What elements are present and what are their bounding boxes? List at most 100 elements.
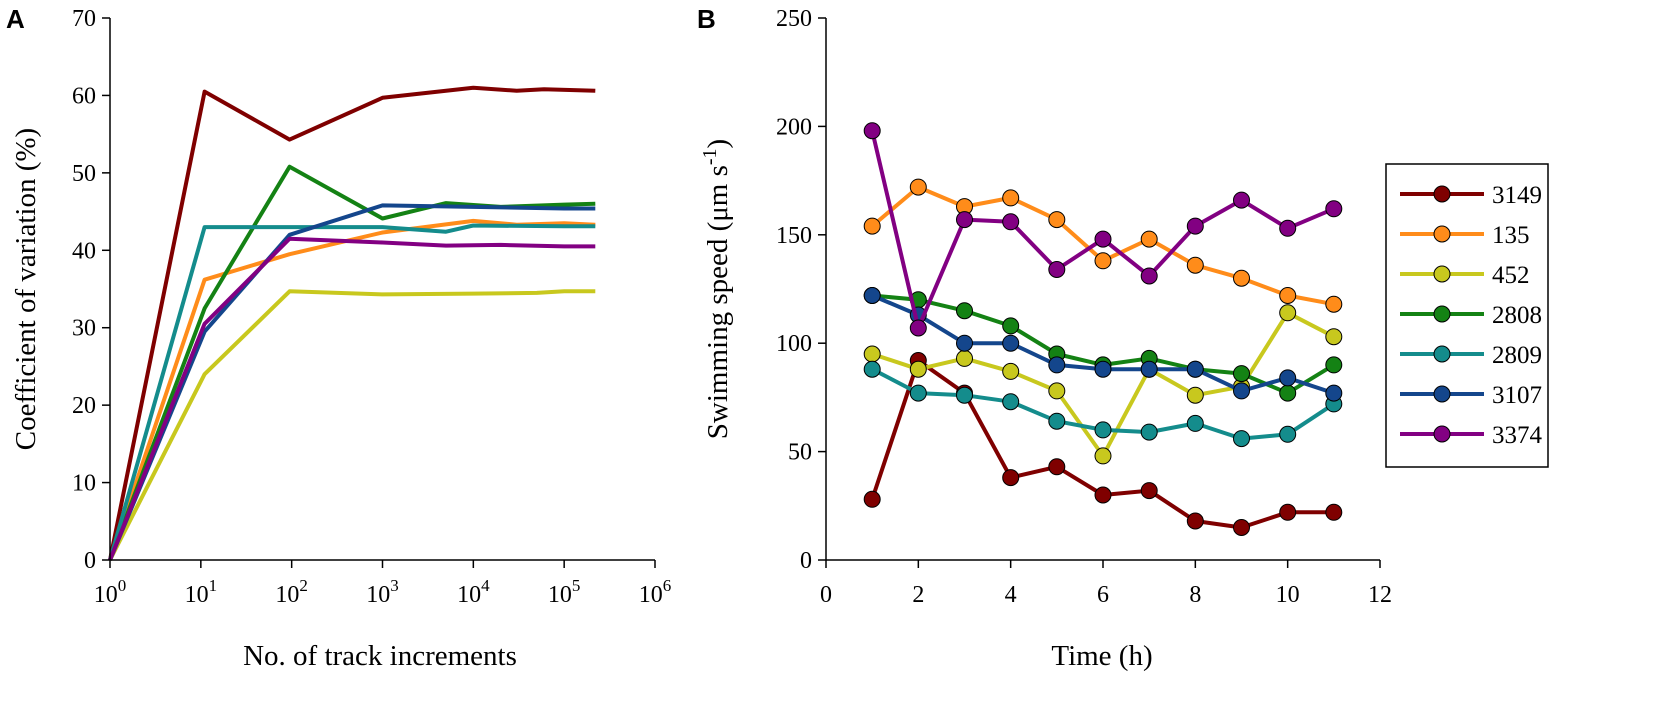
- panel-b-series-3374: [863, 122, 1343, 337]
- panel-b-y-tick-label: 50: [788, 440, 812, 466]
- legend-swatch-marker: [1433, 305, 1451, 323]
- panel-a-y-tick-label: 0: [84, 548, 96, 574]
- panel-b-point-3107: [1094, 360, 1112, 378]
- panel-b-point-2809: [863, 360, 881, 378]
- panel-b-point-3149: [1279, 503, 1297, 521]
- panel-b-series-line-3374: [870, 130, 1335, 330]
- panel-b-point-3374: [1140, 267, 1158, 285]
- panel-b-point-2809: [956, 386, 973, 404]
- legend: 3149 135 452 2808 2809 3107 3374: [1385, 163, 1549, 468]
- panel-b-point-2809: [1048, 412, 1066, 430]
- panel-b-y-tick-label: 100: [776, 331, 812, 357]
- panel-b-point-452: [1048, 382, 1066, 400]
- panel-b-point-135: [1233, 269, 1250, 287]
- chart-panel-b: 0 50 100 150 200 250 0 2 4 6 8 10 12 Swimming speed …: [699, 6, 1392, 672]
- panel-b-point-2809: [909, 384, 927, 402]
- panel-b-axes: 0 50 100 150 200 250 0 2 4 6 8 10 12: [776, 6, 1392, 608]
- panel-b-point-3149: [1325, 503, 1343, 521]
- panel-a-letter: A: [6, 4, 25, 34]
- panel-b-point-3107: [1325, 384, 1343, 402]
- panel-b-point-3374: [1279, 219, 1297, 237]
- panel-b-point-135: [1002, 189, 1020, 207]
- panel-a-series-line-3149: [108, 85, 596, 561]
- chart-panel-a: 0 10 20 30 40 50 60 70 100 101 102 103 104 105 106 Coe…: [10, 6, 671, 672]
- panel-a-series-line-2808: [108, 164, 596, 561]
- legend-label: 2809: [1492, 342, 1542, 369]
- panel-b-y-axis-title-main: Swimming speed (μm s: [702, 165, 734, 439]
- panel-a-series-line-135: [108, 218, 596, 561]
- panel-b-point-2809: [1002, 393, 1020, 411]
- panel-b-point-2809: [1186, 414, 1204, 432]
- panel-b-point-135: [1140, 230, 1158, 248]
- panel-b-point-452: [863, 345, 881, 363]
- panel-a-x-tick-label: 105: [548, 576, 581, 608]
- legend-item-3107: 3107: [1400, 382, 1542, 409]
- panel-b-point-3374: [1094, 230, 1112, 248]
- panel-b-y-tick-label: 0: [800, 548, 812, 574]
- panel-b-point-2809: [1094, 421, 1112, 439]
- panel-b-x-tick-label: 0: [820, 582, 832, 608]
- panel-b-point-452: [1002, 362, 1020, 380]
- legend-label: 3107: [1492, 382, 1542, 409]
- panel-b-series-2809: [863, 360, 1343, 448]
- panel-b-point-2809: [1233, 430, 1250, 448]
- panel-b-letter: B: [697, 4, 716, 34]
- panel-a-y-tick-label: 70: [72, 6, 96, 32]
- panel-a-y-tick-label: 50: [72, 161, 96, 187]
- legend-label: 3149: [1492, 182, 1542, 209]
- panel-a-y-axis-title: Coefficient of variation (%): [10, 128, 42, 450]
- panel-a-y-tick-label: 40: [72, 238, 96, 264]
- panel-b-x-tick-label: 4: [1005, 582, 1017, 608]
- panel-b-y-axis-title-close: ): [702, 139, 734, 149]
- panel-b-point-452: [1186, 386, 1204, 404]
- panel-b-point-3107: [956, 334, 973, 352]
- legend-item-3374: 3374: [1400, 422, 1543, 449]
- panel-b-point-452: [1094, 447, 1112, 465]
- panel-b-point-135: [909, 178, 927, 196]
- panel-b-point-135: [863, 217, 881, 235]
- panel-b-point-2808: [1002, 317, 1020, 335]
- legend-label: 135: [1492, 222, 1530, 249]
- panel-a-x-tick-label: 104: [457, 576, 490, 608]
- panel-b-point-452: [1279, 304, 1297, 322]
- panel-b-point-452: [956, 349, 973, 367]
- panel-b-x-tick-label: 2: [912, 582, 924, 608]
- panel-b-point-3374: [1002, 213, 1020, 231]
- legend-label: 2808: [1492, 302, 1542, 329]
- panel-b-point-2808: [1233, 365, 1250, 383]
- panel-b-point-2808: [1325, 356, 1343, 374]
- panel-a-x-tick-label: 102: [275, 576, 308, 608]
- panel-b-point-135: [1186, 256, 1204, 274]
- panel-b-point-135: [1048, 211, 1066, 229]
- legend-swatch-marker: [1433, 345, 1451, 363]
- panel-b-point-3374: [956, 211, 973, 229]
- legend-swatch-marker: [1433, 425, 1451, 443]
- panel-b-point-3107: [1186, 360, 1204, 378]
- panel-b-y-tick-label: 150: [776, 223, 812, 249]
- panel-b-point-3149: [1002, 469, 1020, 487]
- panel-b-point-3374: [909, 319, 927, 337]
- panel-a-series-group: [108, 85, 596, 561]
- legend-swatch-marker: [1433, 185, 1451, 203]
- panel-b-y-tick-label: 200: [776, 114, 812, 140]
- legend-item-2809: 2809: [1400, 342, 1542, 369]
- panel-b-point-135: [1279, 287, 1297, 304]
- panel-b-point-135: [1094, 252, 1112, 270]
- panel-b-point-452: [1325, 328, 1343, 346]
- legend-item-135: 135: [1400, 222, 1530, 249]
- panel-a-y-tick-label: 30: [72, 316, 96, 342]
- panel-b-point-3107: [1233, 382, 1250, 400]
- panel-b-x-axis-title: Time (h): [1051, 640, 1152, 672]
- panel-a-y-tick-label: 20: [72, 393, 96, 419]
- panel-b-point-2808: [1279, 384, 1297, 402]
- panel-a-y-tick-label: 60: [72, 83, 96, 109]
- legend-swatch-marker: [1433, 385, 1451, 403]
- legend-item-2808: 2808: [1400, 302, 1542, 329]
- panel-b-point-2809: [1279, 425, 1297, 443]
- panel-a-y-tick-label: 10: [72, 471, 96, 497]
- panel-a-series-line-452: [108, 289, 596, 561]
- legend-item-3149: 3149: [1400, 182, 1542, 209]
- panel-b-point-3107: [863, 287, 881, 304]
- legend-label: 452: [1492, 262, 1530, 289]
